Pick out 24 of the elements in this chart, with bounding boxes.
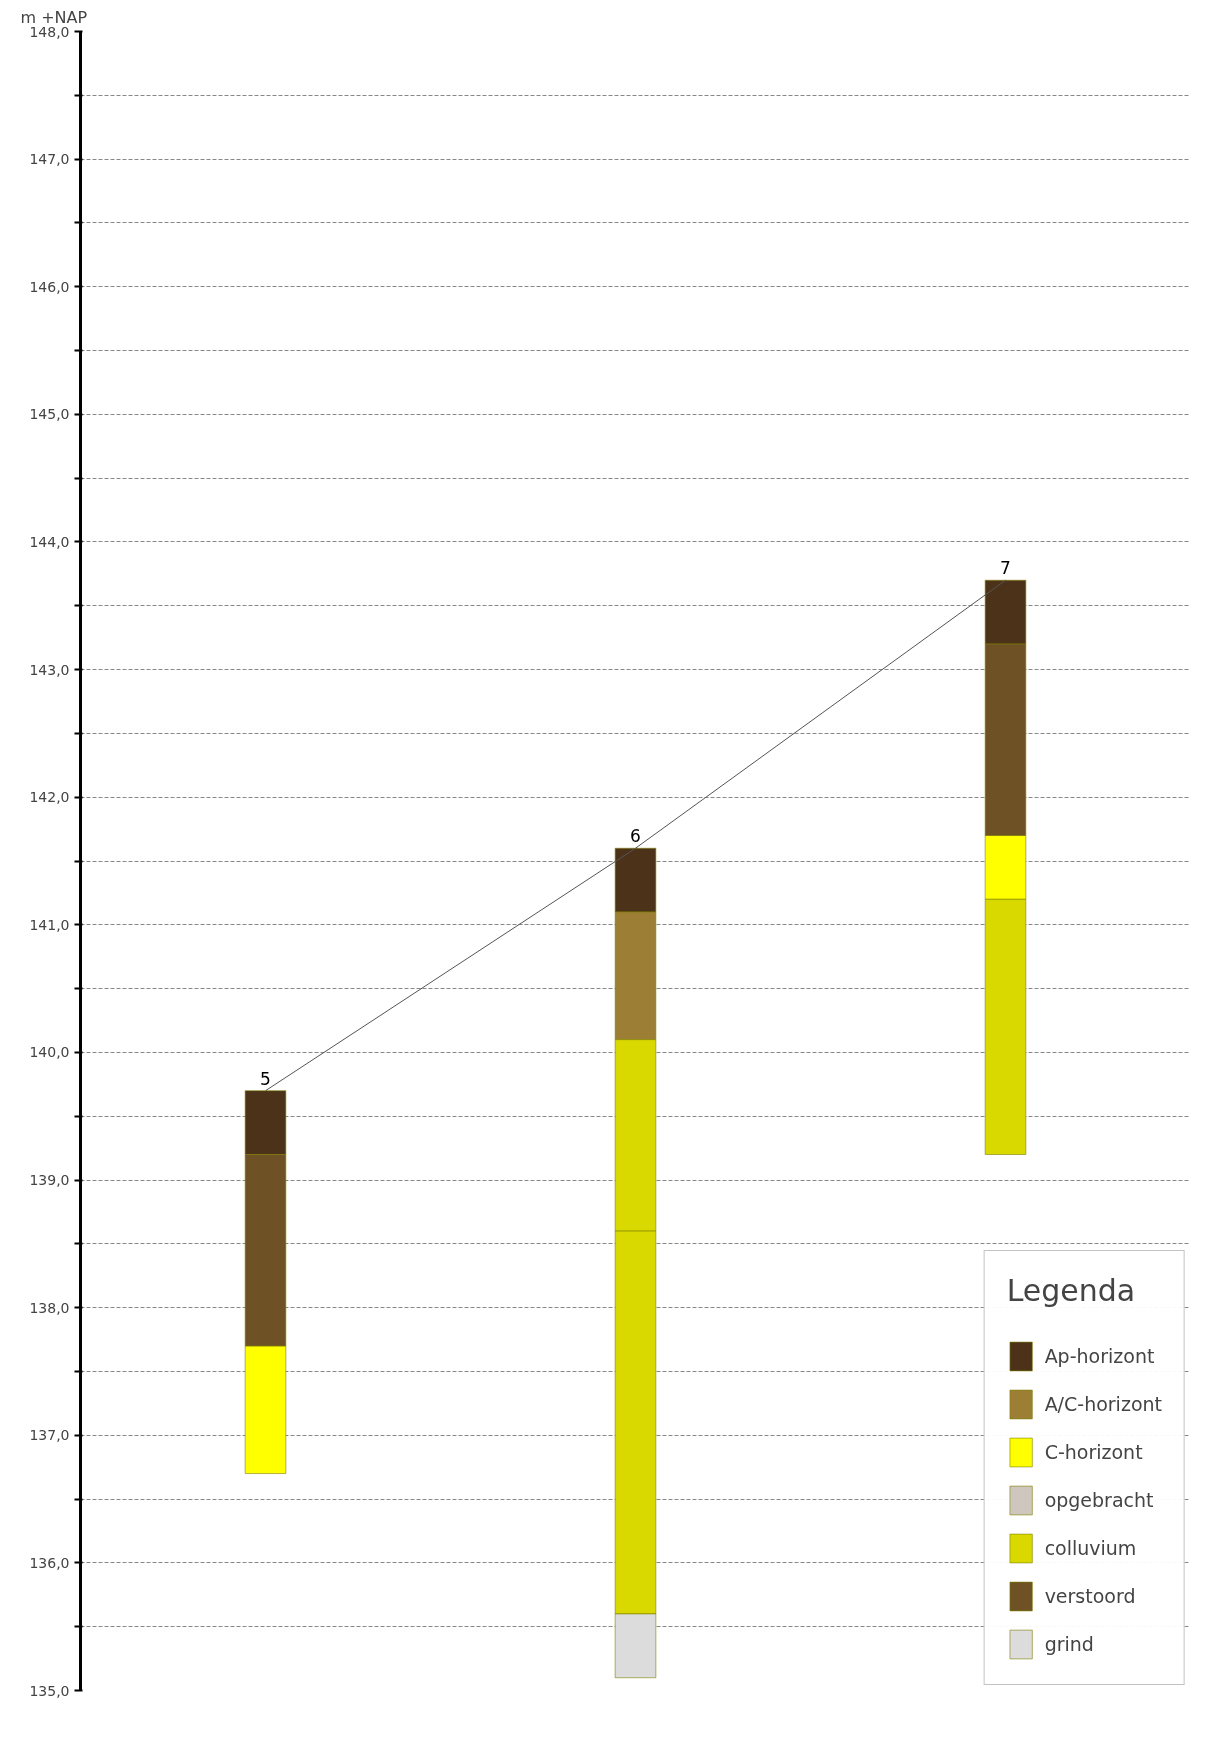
y-tick-label: 135,0 [29, 1682, 70, 1699]
legend-label: colluvium [1044, 1536, 1137, 1561]
legend-label: grind [1044, 1632, 1094, 1657]
legend-label: verstoord [1044, 1584, 1136, 1609]
y-tick-label: 140,0 [29, 1044, 70, 1061]
y-tick-label: 142,0 [29, 789, 70, 806]
y-tick-label: 138,0 [29, 1299, 70, 1316]
y-tick-label: 147,0 [29, 151, 70, 168]
y-tick-label: 145,0 [29, 406, 70, 423]
legend-title: Legenda [1006, 1273, 1137, 1308]
y-tick-label: 139,0 [29, 1172, 70, 1189]
annotation: 6 [630, 826, 641, 847]
legend-label: C-horizont [1044, 1440, 1143, 1465]
y-tick-label: 136,0 [29, 1554, 70, 1571]
y-tick-label: 144,0 [29, 533, 70, 550]
annotation: 7 [1000, 558, 1011, 579]
y-tick-label: 143,0 [29, 661, 70, 678]
y-tick-label: 137,0 [29, 1427, 70, 1444]
y-tick-label: 146,0 [29, 278, 70, 295]
legend-label: Ap-horizont [1044, 1344, 1155, 1369]
annotation: 5 [260, 1068, 271, 1089]
legend-label: opgebracht [1044, 1488, 1154, 1513]
y-tick-label: 141,0 [29, 916, 70, 933]
legend-label: A/C-horizont [1044, 1392, 1162, 1417]
